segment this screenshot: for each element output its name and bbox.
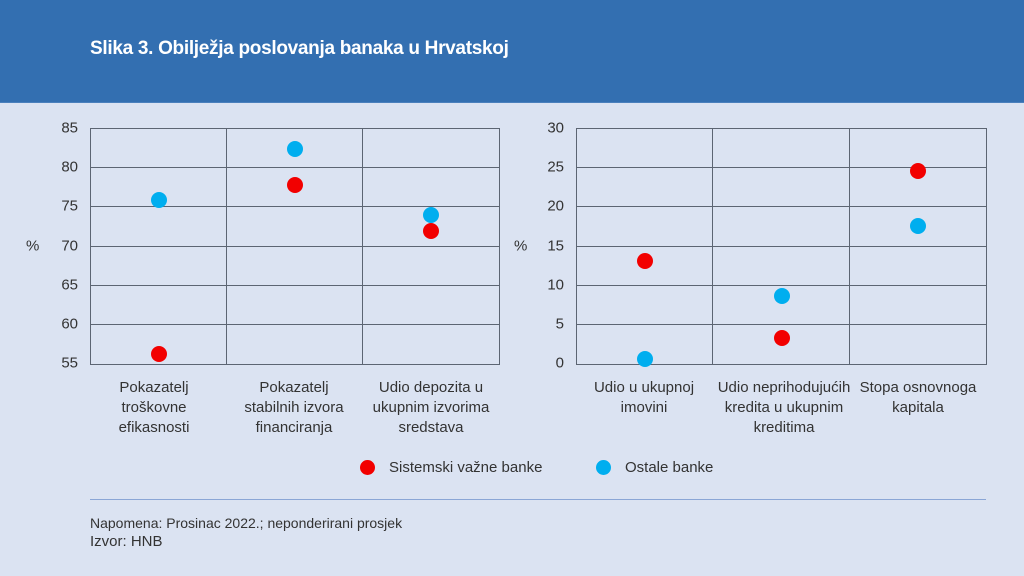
y-tick-label: 20 [547, 197, 564, 215]
gridline [91, 284, 499, 286]
gridline [577, 323, 986, 325]
y-tick-label: 0 [555, 354, 564, 372]
gridline [91, 206, 499, 208]
y-tick-label: 60 [61, 315, 78, 333]
data-point [909, 163, 926, 180]
y-axis-label: % [26, 237, 40, 255]
data-point [909, 218, 926, 235]
category-label: Pokazatelj troškovne efikasnosti [118, 379, 190, 436]
gridline [848, 129, 850, 364]
y-axis-label: % [514, 237, 528, 255]
category-label: Udio depozita u ukupnim izvorima sredstava [372, 379, 490, 436]
data-point [287, 177, 303, 194]
blue-dot-icon [596, 459, 611, 475]
footnote: Napomena: Prosinac 2022.; neponderirani … [90, 515, 403, 531]
gridline [577, 245, 986, 247]
category-label: Stopa osnovnoga kapitala [859, 379, 977, 416]
gridline [712, 129, 714, 364]
source-note: Izvor: HNB [90, 533, 163, 550]
y-tick-label: 55 [61, 354, 78, 372]
y-tick-label: 15 [547, 237, 564, 254]
gridline [362, 129, 363, 364]
plot-area [90, 128, 500, 365]
y-tick-label: 85 [61, 119, 78, 137]
y-tick-label: 30 [547, 119, 564, 137]
data-point [151, 191, 167, 208]
category-label: Udio neprihodujućih kredita u ukupnim kred… [717, 379, 851, 436]
divider [90, 499, 986, 500]
y-tick-label: 10 [547, 276, 564, 294]
gridline [91, 167, 499, 169]
legend-item-systemic: Sistemski važne banke [360, 458, 542, 476]
gridline [577, 284, 986, 286]
data-point [637, 252, 654, 269]
header-banner: Slika 3. Obilježja poslovanja banaka u H… [0, 0, 1024, 103]
legend-item-other: Ostale banke [596, 458, 713, 476]
gridline [91, 245, 499, 247]
category-label: Udio u ukupnoj imovini [593, 379, 695, 416]
data-point [151, 345, 167, 362]
figure-title: Slika 3. Obilježja poslovanja banaka u H… [90, 38, 509, 59]
y-tick-label: 80 [61, 158, 78, 176]
gridline [226, 129, 227, 364]
y-tick-label: 70 [61, 237, 78, 254]
category-label: Pokazatelj stabilnih izvora financiranja [244, 379, 344, 436]
plot-area [576, 128, 987, 368]
gridline [577, 167, 986, 169]
gridline [577, 206, 986, 208]
data-point [637, 351, 654, 368]
y-tick-label: 5 [555, 315, 564, 333]
data-point [423, 222, 439, 239]
data-point [287, 140, 303, 157]
data-point [773, 330, 790, 347]
y-tick-label: 25 [547, 158, 564, 176]
y-tick-label: 65 [61, 276, 78, 294]
data-point [773, 287, 790, 304]
gridline [91, 323, 499, 325]
red-dot-icon [360, 459, 375, 475]
data-point [423, 207, 439, 224]
y-tick-label: 75 [61, 197, 78, 215]
